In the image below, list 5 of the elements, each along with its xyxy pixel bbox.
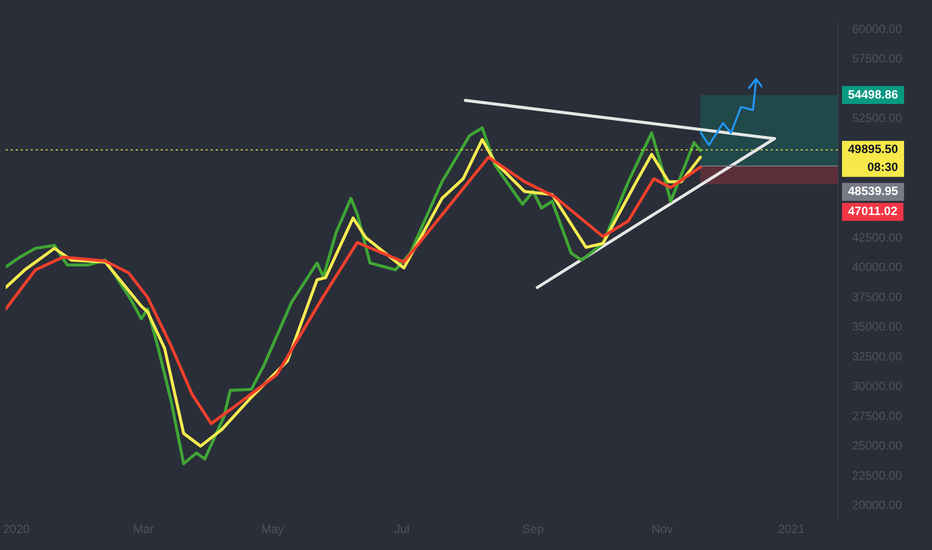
- ref-line-label: 48539.95: [848, 184, 898, 198]
- band-label: 47011.02: [848, 204, 898, 218]
- text: 08:30: [867, 160, 898, 174]
- band-label: 54498.86: [848, 87, 898, 102]
- ref-line-label: 49895.50: [848, 142, 898, 156]
